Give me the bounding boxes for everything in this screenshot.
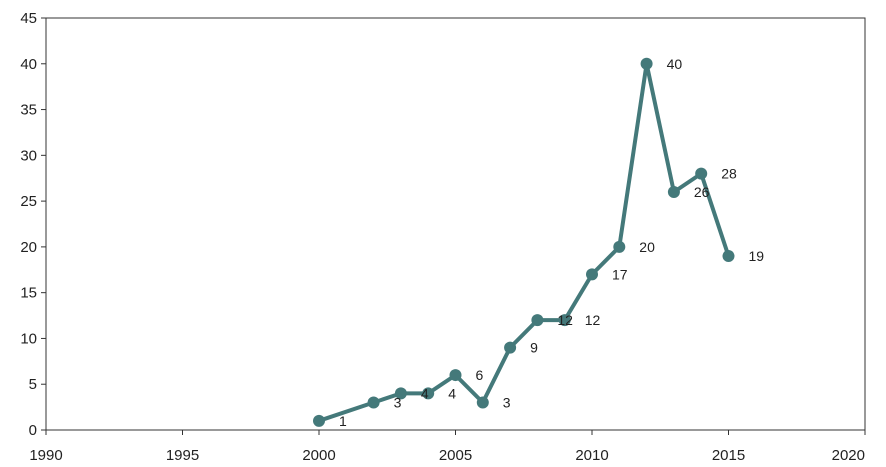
y-tick-label: 10 [20, 330, 37, 347]
y-tick-label: 5 [29, 376, 37, 393]
x-axis: 1990 1995 2000 2005 2010 2015 2020 [29, 430, 866, 464]
data-point [476, 396, 489, 409]
data-label: 28 [721, 166, 737, 182]
x-tick-label: 2000 [302, 447, 335, 464]
y-tick-label: 15 [20, 285, 37, 302]
data-point [367, 396, 380, 409]
data-label: 4 [421, 385, 429, 401]
data-point [394, 387, 407, 400]
data-label: 26 [694, 184, 710, 200]
data-point [640, 57, 653, 70]
series-line [317, 61, 731, 423]
plot-frame [45, 17, 866, 431]
data-point [722, 250, 735, 263]
y-tick-label: 35 [20, 102, 37, 119]
y-tick-label: 40 [20, 56, 37, 73]
data-point [531, 314, 544, 327]
data-point [695, 167, 708, 180]
x-tick-label: 2010 [575, 447, 608, 464]
series-group: 1 3 4 4 6 3 9 12 12 17 20 40 26 28 19 [313, 56, 764, 429]
y-tick-label: 20 [20, 239, 37, 256]
y-tick-label: 45 [20, 10, 37, 27]
data-point [667, 185, 680, 198]
y-tick-label: 25 [20, 193, 37, 210]
y-tick-label: 30 [20, 147, 37, 164]
x-tick-label: 2005 [439, 447, 472, 464]
data-label: 3 [394, 395, 402, 411]
y-axis: 0 5 10 15 20 25 30 35 40 45 [20, 10, 46, 439]
data-label: 12 [557, 312, 573, 328]
data-label: 1 [339, 413, 347, 429]
data-label: 19 [749, 248, 765, 264]
y-tick-label: 0 [29, 422, 37, 439]
data-point [422, 387, 435, 400]
data-label: 4 [448, 385, 456, 401]
data-label: 6 [476, 367, 484, 383]
data-label: 20 [639, 239, 655, 255]
x-tick-label: 1995 [166, 447, 199, 464]
data-point [449, 369, 462, 382]
data-point [586, 268, 598, 281]
data-point [558, 314, 571, 327]
data-label: 12 [585, 312, 601, 328]
x-tick-label: 2015 [712, 447, 745, 464]
data-label: 40 [667, 56, 683, 72]
data-point [504, 341, 517, 354]
data-label: 9 [530, 340, 538, 356]
x-tick-label: 2020 [832, 447, 865, 464]
data-point [313, 414, 325, 427]
data-label: 3 [503, 395, 511, 411]
x-tick-label: 1990 [29, 447, 62, 464]
data-point [613, 240, 626, 253]
data-label: 17 [612, 266, 628, 282]
